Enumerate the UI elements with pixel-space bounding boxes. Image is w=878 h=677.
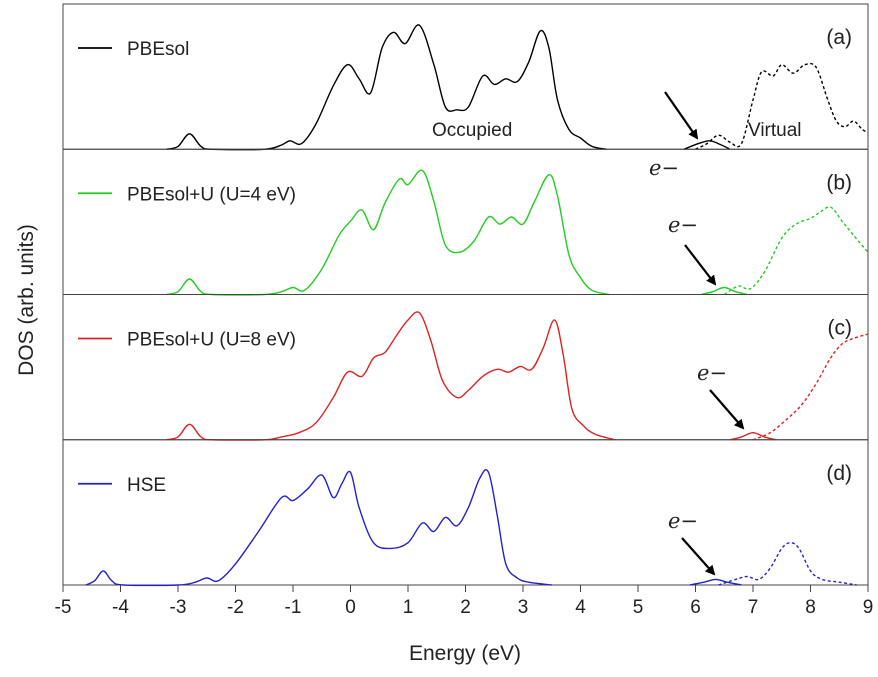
dos-panel: PBEsol+U (U=4 eV) (b) e− [62, 148, 869, 296]
legend-label: PBEsol+U (U=8 eV) [127, 330, 296, 351]
defect-arrow [664, 91, 699, 140]
dos-panel: HSE (d) e− [62, 439, 869, 587]
occupied-dos-curve [166, 24, 607, 151]
legend-label: PBEsol+U (U=4 eV) [127, 184, 296, 205]
defect-state-curve [689, 578, 742, 586]
x-tick-label: 2 [460, 597, 471, 618]
x-tick-label: -1 [285, 597, 302, 618]
x-tick-label: 9 [863, 597, 874, 618]
x-tick-label: 7 [748, 597, 759, 618]
defect-arrow [684, 244, 717, 286]
x-tick-label: 4 [575, 597, 586, 618]
panel-tag: (d) [826, 462, 852, 485]
x-tick-label: 1 [403, 597, 414, 618]
virtual-label: Virtual [748, 120, 802, 141]
x-tick-label: 8 [805, 597, 816, 618]
x-tick-label: 6 [690, 597, 701, 618]
occupied-dos-curve [166, 169, 610, 296]
x-tick-label: -2 [227, 597, 244, 618]
virtual-dos-curve [752, 333, 869, 441]
x-tick-label: 3 [518, 597, 529, 618]
defect-state-curve [729, 431, 777, 441]
defect-arrow [709, 389, 745, 430]
panel-tag: (c) [828, 317, 853, 340]
panel-frame [62, 148, 869, 295]
y-axis-title: DOS (arb. units) [15, 224, 38, 376]
defect-arrow [681, 537, 716, 576]
defect-state-curve [701, 286, 748, 296]
x-tick-label: 0 [345, 597, 356, 618]
defect-state-curve [683, 140, 731, 150]
occupied-dos-curve [166, 311, 616, 441]
panel-tag: (a) [826, 26, 852, 49]
defect-electron-label: e− [668, 509, 698, 533]
dos-panel: PBEsol+U (U=8 eV) (c) e− [62, 294, 869, 441]
dos-panel: PBEsol (a) e− Occupied Virtual [62, 3, 869, 180]
panel-frame [62, 294, 869, 441]
x-tick-label: -3 [170, 597, 187, 618]
defect-electron-label: e− [649, 156, 679, 180]
occupied-dos-curve [85, 469, 552, 587]
virtual-dos-curve [695, 62, 869, 150]
x-tick-label: -4 [112, 597, 129, 618]
x-axis-title: Energy (eV) [409, 642, 521, 665]
legend-label: PBEsol [127, 39, 189, 60]
x-tick-label: -5 [55, 597, 72, 618]
panels-layer: PBEsol (a) e− Occupied Virtual PBEsol+U (U=4 … [62, 3, 869, 587]
defect-electron-label: e− [668, 213, 698, 237]
legend-label: HSE [127, 475, 166, 496]
occupied-label: Occupied [432, 120, 512, 141]
x-ticks-layer: -5 -4 -3 -2 -1 0 1 2 3 4 5 6 7 8 9 [55, 585, 874, 618]
virtual-dos-curve [718, 541, 857, 586]
defect-electron-label: e− [697, 361, 727, 385]
virtual-dos-curve [723, 206, 869, 296]
panel-tag: (b) [826, 171, 852, 194]
x-tick-label: 5 [633, 597, 644, 618]
